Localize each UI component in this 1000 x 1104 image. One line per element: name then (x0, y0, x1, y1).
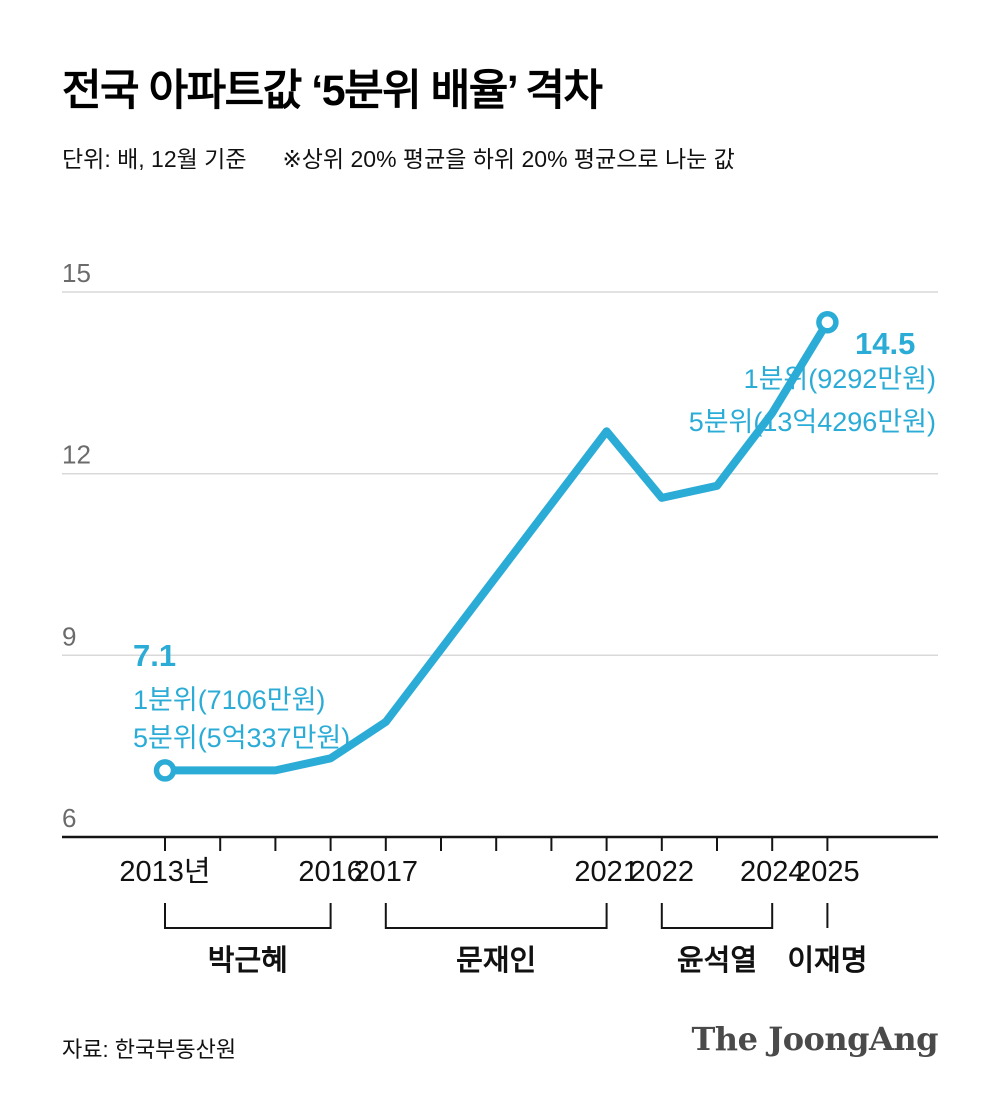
x-tick-label: 2021 (574, 856, 639, 888)
x-tick-label: 2022 (630, 856, 695, 888)
joongang-logo: The JoongAng (691, 1020, 938, 1058)
start-annotation: 7.1 1분위(7106만원) 5분위(5억337만원) (133, 638, 350, 757)
president-label: 이재명 (787, 944, 867, 977)
start-point-marker (153, 759, 177, 782)
end-quintile1-label: 1분위(9292만원) (743, 364, 936, 394)
start-quintile1-label: 1분위(7106만원) (133, 685, 326, 715)
president-bracket (164, 903, 332, 929)
end-quintile5-label: 5분위(13억4296만원) (688, 407, 936, 437)
president-label: 문재인 (456, 944, 536, 977)
chart-title: 전국 아파트값 ‘5분위 배율’ 격차 (62, 67, 603, 115)
x-tick-label: 2016 (298, 856, 363, 888)
end-value-label: 14.5 (855, 326, 916, 361)
start-quintile5-label: 5분위(5억337만원) (133, 723, 351, 753)
unit-note: 단위: 배, 12월 기준 (62, 146, 247, 172)
y-tick-label: 6 (62, 803, 76, 833)
x-tick-label: 2013년 (119, 856, 210, 888)
president-bracket (384, 903, 608, 929)
president-label: 윤석열 (677, 944, 757, 977)
x-tick-label: 2025 (795, 856, 860, 888)
y-tick-label: 15 (62, 258, 91, 288)
trend-line (161, 318, 832, 775)
data-source: 자료: 한국부동산원 (62, 1037, 237, 1062)
end-annotation: 1분위(9292만원) 5분위(13억4296만원) (689, 358, 936, 444)
x-tick-label: 2017 (354, 856, 419, 888)
calculation-note: ※상위 20% 평균을 하위 20% 평균으로 나눈 값 (282, 146, 735, 172)
president-bracket (660, 903, 774, 929)
end-point-marker (816, 311, 839, 334)
chart-subtitle: 단위: 배, 12월 기준 ※상위 20% 평균을 하위 20% 평균으로 나눈 … (62, 140, 735, 174)
y-tick-label: 9 (62, 621, 76, 651)
x-tick-label: 2024 (740, 856, 805, 888)
president-label: 박근혜 (208, 944, 288, 977)
start-value-label: 7.1 (133, 638, 177, 673)
y-tick-label: 12 (62, 440, 91, 470)
